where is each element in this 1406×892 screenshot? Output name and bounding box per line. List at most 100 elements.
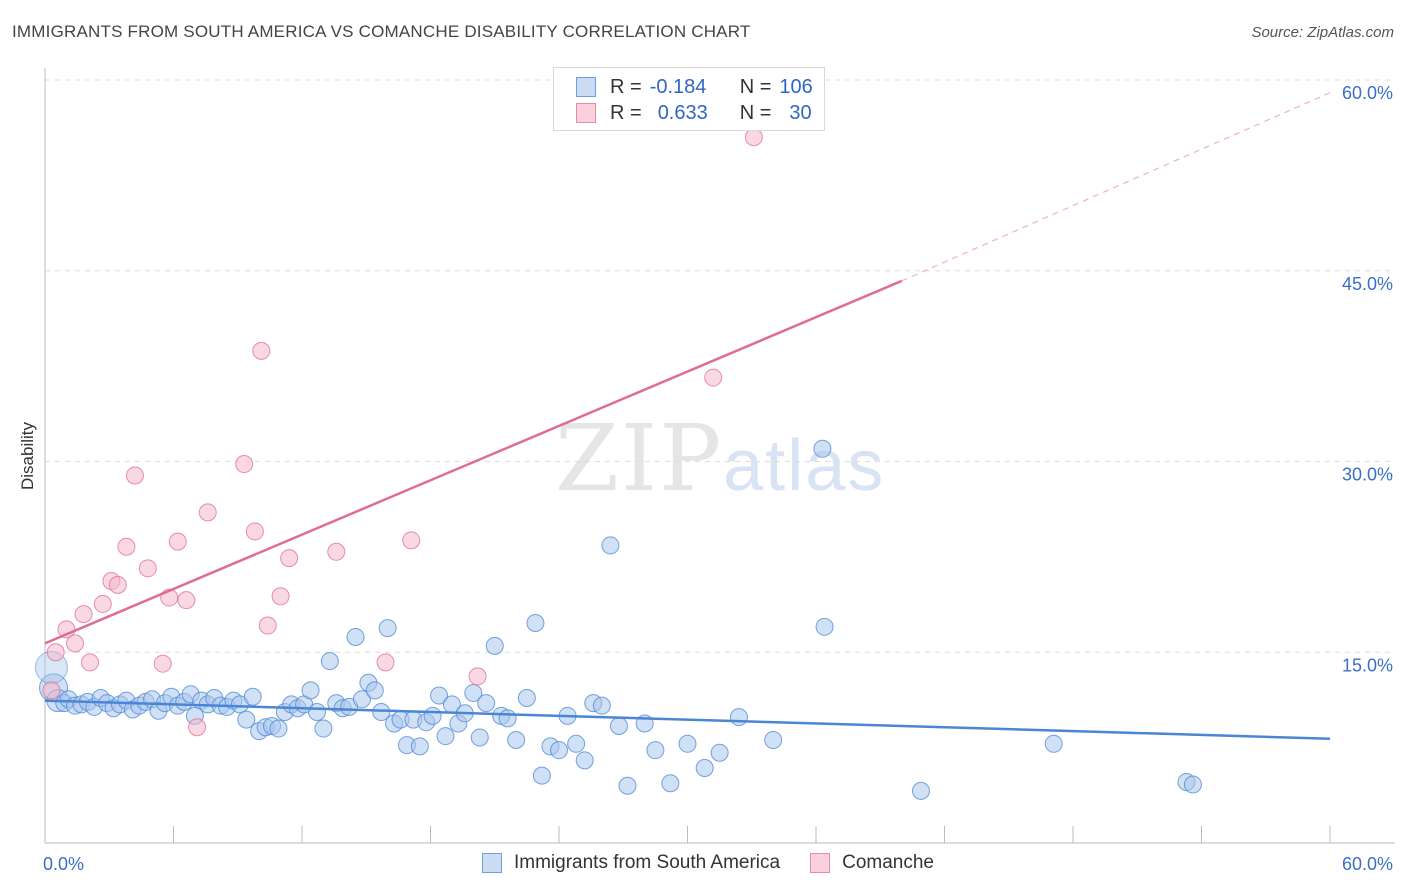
series-legend-swatch-immigrants [482, 853, 502, 873]
series-legend-comanche: Comanche [810, 852, 934, 874]
y-axis-label: Disability [18, 421, 37, 490]
comanche-point [468, 667, 487, 686]
grid-lines [45, 79, 1395, 653]
immigrants-point [507, 730, 526, 749]
immigrants-point [378, 619, 397, 638]
immigrants-point [813, 439, 832, 458]
immigrants-point [695, 758, 714, 777]
comanche-point [177, 591, 196, 610]
comanche-point [245, 522, 264, 541]
immigrants-point [1044, 734, 1063, 753]
trend-line-comanche [44, 279, 903, 645]
legend-r-label: R = [610, 75, 642, 98]
comanche-point [188, 718, 207, 737]
series-legend-immigrants: Immigrants from South America [482, 852, 780, 874]
immigrants-point [237, 710, 256, 729]
comanche-point [80, 653, 99, 672]
x-tick-label: 60.0% [1342, 854, 1393, 874]
series-immigrants-points [34, 439, 1202, 800]
immigrants-point [567, 734, 586, 753]
immigrants-point [464, 683, 483, 702]
comanche-point [402, 531, 421, 550]
legend-n-label: N = [739, 101, 772, 124]
immigrants-point [1183, 775, 1202, 794]
immigrants-point [618, 776, 637, 795]
legend-r-value: 0.633 [657, 101, 708, 124]
comanche-point [42, 681, 61, 700]
comanche-point [93, 594, 112, 613]
immigrants-point [526, 614, 545, 633]
immigrants-point [575, 751, 594, 770]
immigrants-point [410, 737, 429, 756]
immigrants-point [477, 694, 496, 713]
source-credit: Source: ZipAtlas.com [1251, 24, 1394, 41]
comanche-point [235, 455, 254, 474]
legend-r-value: -0.184 [649, 75, 707, 98]
y-tick-label: 60.0% [1342, 83, 1393, 103]
legend-r-label: R = [610, 101, 642, 124]
legend-swatch-comanche [576, 103, 596, 123]
immigrants-point [423, 706, 442, 725]
comanche-point [252, 341, 271, 360]
immigrants-point [764, 730, 783, 749]
immigrants-point [365, 681, 384, 700]
immigrants-point [517, 689, 536, 708]
trend-line-comanche-extension [901, 92, 1331, 282]
immigrants-point [678, 734, 697, 753]
immigrants-point [710, 743, 729, 762]
legend-n-value: 30 [789, 101, 812, 124]
series-comanche-points [42, 128, 763, 737]
legend-swatch-immigrants [576, 77, 596, 97]
comanche-point [271, 587, 290, 606]
comanche-point [704, 368, 723, 387]
immigrants-point [352, 690, 371, 709]
comanche-point [168, 532, 187, 551]
comanche-point [125, 466, 144, 485]
immigrants-point [729, 708, 748, 727]
chart-title: IMMIGRANTS FROM SOUTH AMERICA VS COMANCH… [12, 22, 751, 41]
watermark-atlas: atlas [723, 426, 886, 506]
comanche-point [258, 616, 277, 635]
immigrants-point [243, 687, 262, 706]
series-legend-label-comanche: Comanche [842, 852, 934, 873]
immigrants-point [601, 536, 620, 555]
immigrants-point [661, 774, 680, 793]
immigrants-point [430, 686, 449, 705]
immigrants-point [470, 728, 489, 747]
legend-n-label: N = [739, 75, 772, 98]
comanche-point [153, 654, 172, 673]
tick-labels: 15.0% 30.0% 45.0% 60.0% 0.0% 60.0% [43, 83, 1393, 874]
correlation-legend: R = -0.184 N = 106 R = 0.633 N = 30 [553, 67, 825, 131]
comanche-point [108, 575, 127, 594]
axes [44, 68, 1395, 844]
immigrants-point [320, 652, 339, 671]
immigrants-point [532, 766, 551, 785]
y-tick-label: 30.0% [1342, 465, 1393, 485]
immigrants-point [269, 719, 288, 738]
comanche-point [46, 643, 65, 662]
immigrants-point [436, 727, 455, 746]
immigrants-point [646, 741, 665, 760]
immigrants-point [301, 681, 320, 700]
comanche-point [74, 605, 93, 624]
legend-row-comanche: R = 0.633 N = 30 [576, 100, 812, 126]
immigrants-point [498, 709, 517, 728]
immigrants-point [346, 627, 365, 646]
immigrants-point [314, 719, 333, 738]
immigrants-point [592, 696, 611, 715]
watermark: ZIPatlas [555, 405, 885, 512]
trend-line-immigrants [44, 699, 1331, 740]
x-tick-label: 0.0% [43, 854, 84, 874]
watermark-zip: ZIP [555, 405, 724, 512]
trend-lines [44, 92, 1331, 740]
comanche-point [198, 503, 217, 522]
comanche-point [138, 559, 157, 578]
immigrants-point [307, 703, 326, 722]
comanche-point [744, 128, 763, 147]
y-tick-label: 45.0% [1342, 274, 1393, 294]
series-legend-label-immigrants: Immigrants from South America [514, 852, 781, 873]
immigrants-point [815, 617, 834, 636]
immigrants-point [911, 781, 930, 800]
comanche-point [327, 542, 346, 561]
